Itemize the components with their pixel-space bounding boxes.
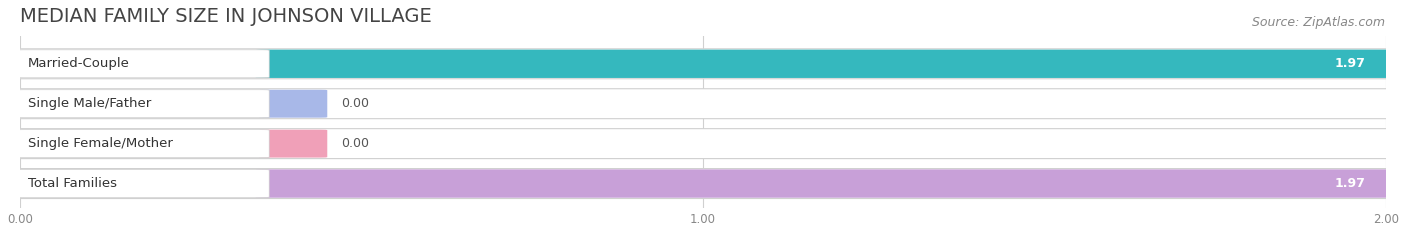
FancyBboxPatch shape: [10, 49, 1396, 79]
FancyBboxPatch shape: [10, 169, 1396, 199]
Text: Single Male/Father: Single Male/Father: [28, 97, 152, 110]
FancyBboxPatch shape: [256, 50, 1403, 78]
Text: Total Families: Total Families: [28, 177, 117, 190]
Text: Married-Couple: Married-Couple: [28, 57, 129, 70]
Text: Source: ZipAtlas.com: Source: ZipAtlas.com: [1251, 16, 1385, 29]
Text: 1.97: 1.97: [1334, 177, 1365, 190]
FancyBboxPatch shape: [17, 90, 269, 118]
FancyBboxPatch shape: [17, 170, 269, 198]
Text: MEDIAN FAMILY SIZE IN JOHNSON VILLAGE: MEDIAN FAMILY SIZE IN JOHNSON VILLAGE: [20, 7, 432, 26]
FancyBboxPatch shape: [10, 89, 1396, 119]
Text: 0.00: 0.00: [340, 137, 368, 150]
FancyBboxPatch shape: [17, 130, 269, 158]
FancyBboxPatch shape: [259, 130, 328, 158]
FancyBboxPatch shape: [259, 90, 328, 118]
Text: 0.00: 0.00: [340, 97, 368, 110]
FancyBboxPatch shape: [17, 50, 269, 78]
Text: Single Female/Mother: Single Female/Mother: [28, 137, 173, 150]
FancyBboxPatch shape: [10, 129, 1396, 159]
FancyBboxPatch shape: [256, 169, 1403, 198]
Text: 1.97: 1.97: [1334, 57, 1365, 70]
